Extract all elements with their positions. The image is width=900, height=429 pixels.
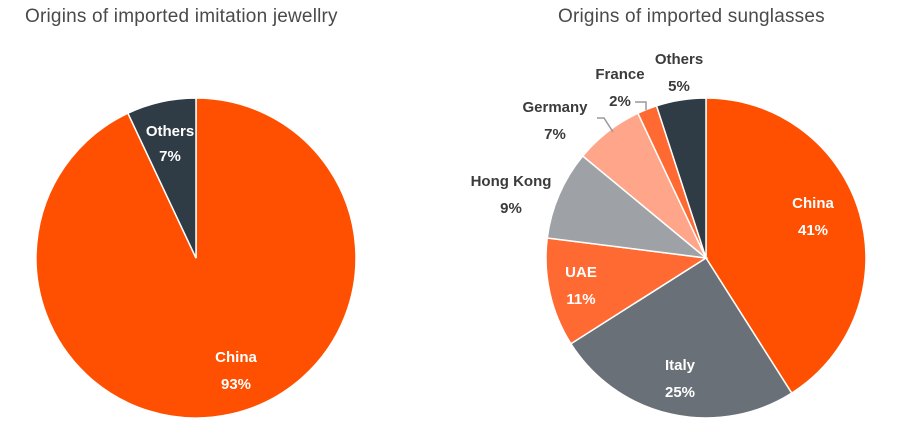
jewellry-slice-others [126, 97, 197, 259]
sunglasses-leader-line [635, 101, 647, 110]
sunglasses-slice-hong-kong [546, 154, 709, 260]
jewellry-label-china: China [215, 349, 257, 366]
sunglasses-value-germany: 7% [544, 126, 566, 143]
sunglasses-label-germany: Germany [522, 99, 588, 116]
sunglasses-chart-title: Origins of imported sunglasses [558, 6, 825, 27]
sunglasses-slice-others [655, 97, 707, 259]
sunglasses-value-uae: 11% [566, 291, 595, 308]
sunglasses-label-others: Others [655, 51, 703, 68]
sunglasses-label-italy: Italy [665, 357, 696, 374]
jewellry-label-others: Others [146, 123, 194, 140]
sunglasses-value-italy: 25% [665, 384, 695, 401]
sunglasses-slice-uae [545, 237, 709, 345]
sunglasses-value-france: 2% [609, 93, 631, 110]
jewellry-value-china: 93% [221, 376, 251, 393]
sunglasses-label-france: France [595, 66, 644, 83]
sunglasses-value-hong-kong: 9% [500, 200, 522, 217]
sunglasses-leader-line [597, 117, 614, 133]
jewellry-chart-title: Origins of imported imitation jewellry [25, 6, 338, 27]
sunglasses-label-china: China [792, 195, 834, 212]
sunglasses-value-others: 5% [668, 78, 690, 95]
sunglasses-label-uae: UAE [565, 264, 597, 281]
sunglasses-slice-china [705, 97, 867, 395]
sunglasses-value-china: 41% [798, 222, 828, 239]
sunglasses-slice-italy [569, 256, 793, 419]
sunglasses-label-hong-kong: Hong Kong [471, 173, 552, 190]
jewellry-value-others: 7% [159, 148, 181, 165]
